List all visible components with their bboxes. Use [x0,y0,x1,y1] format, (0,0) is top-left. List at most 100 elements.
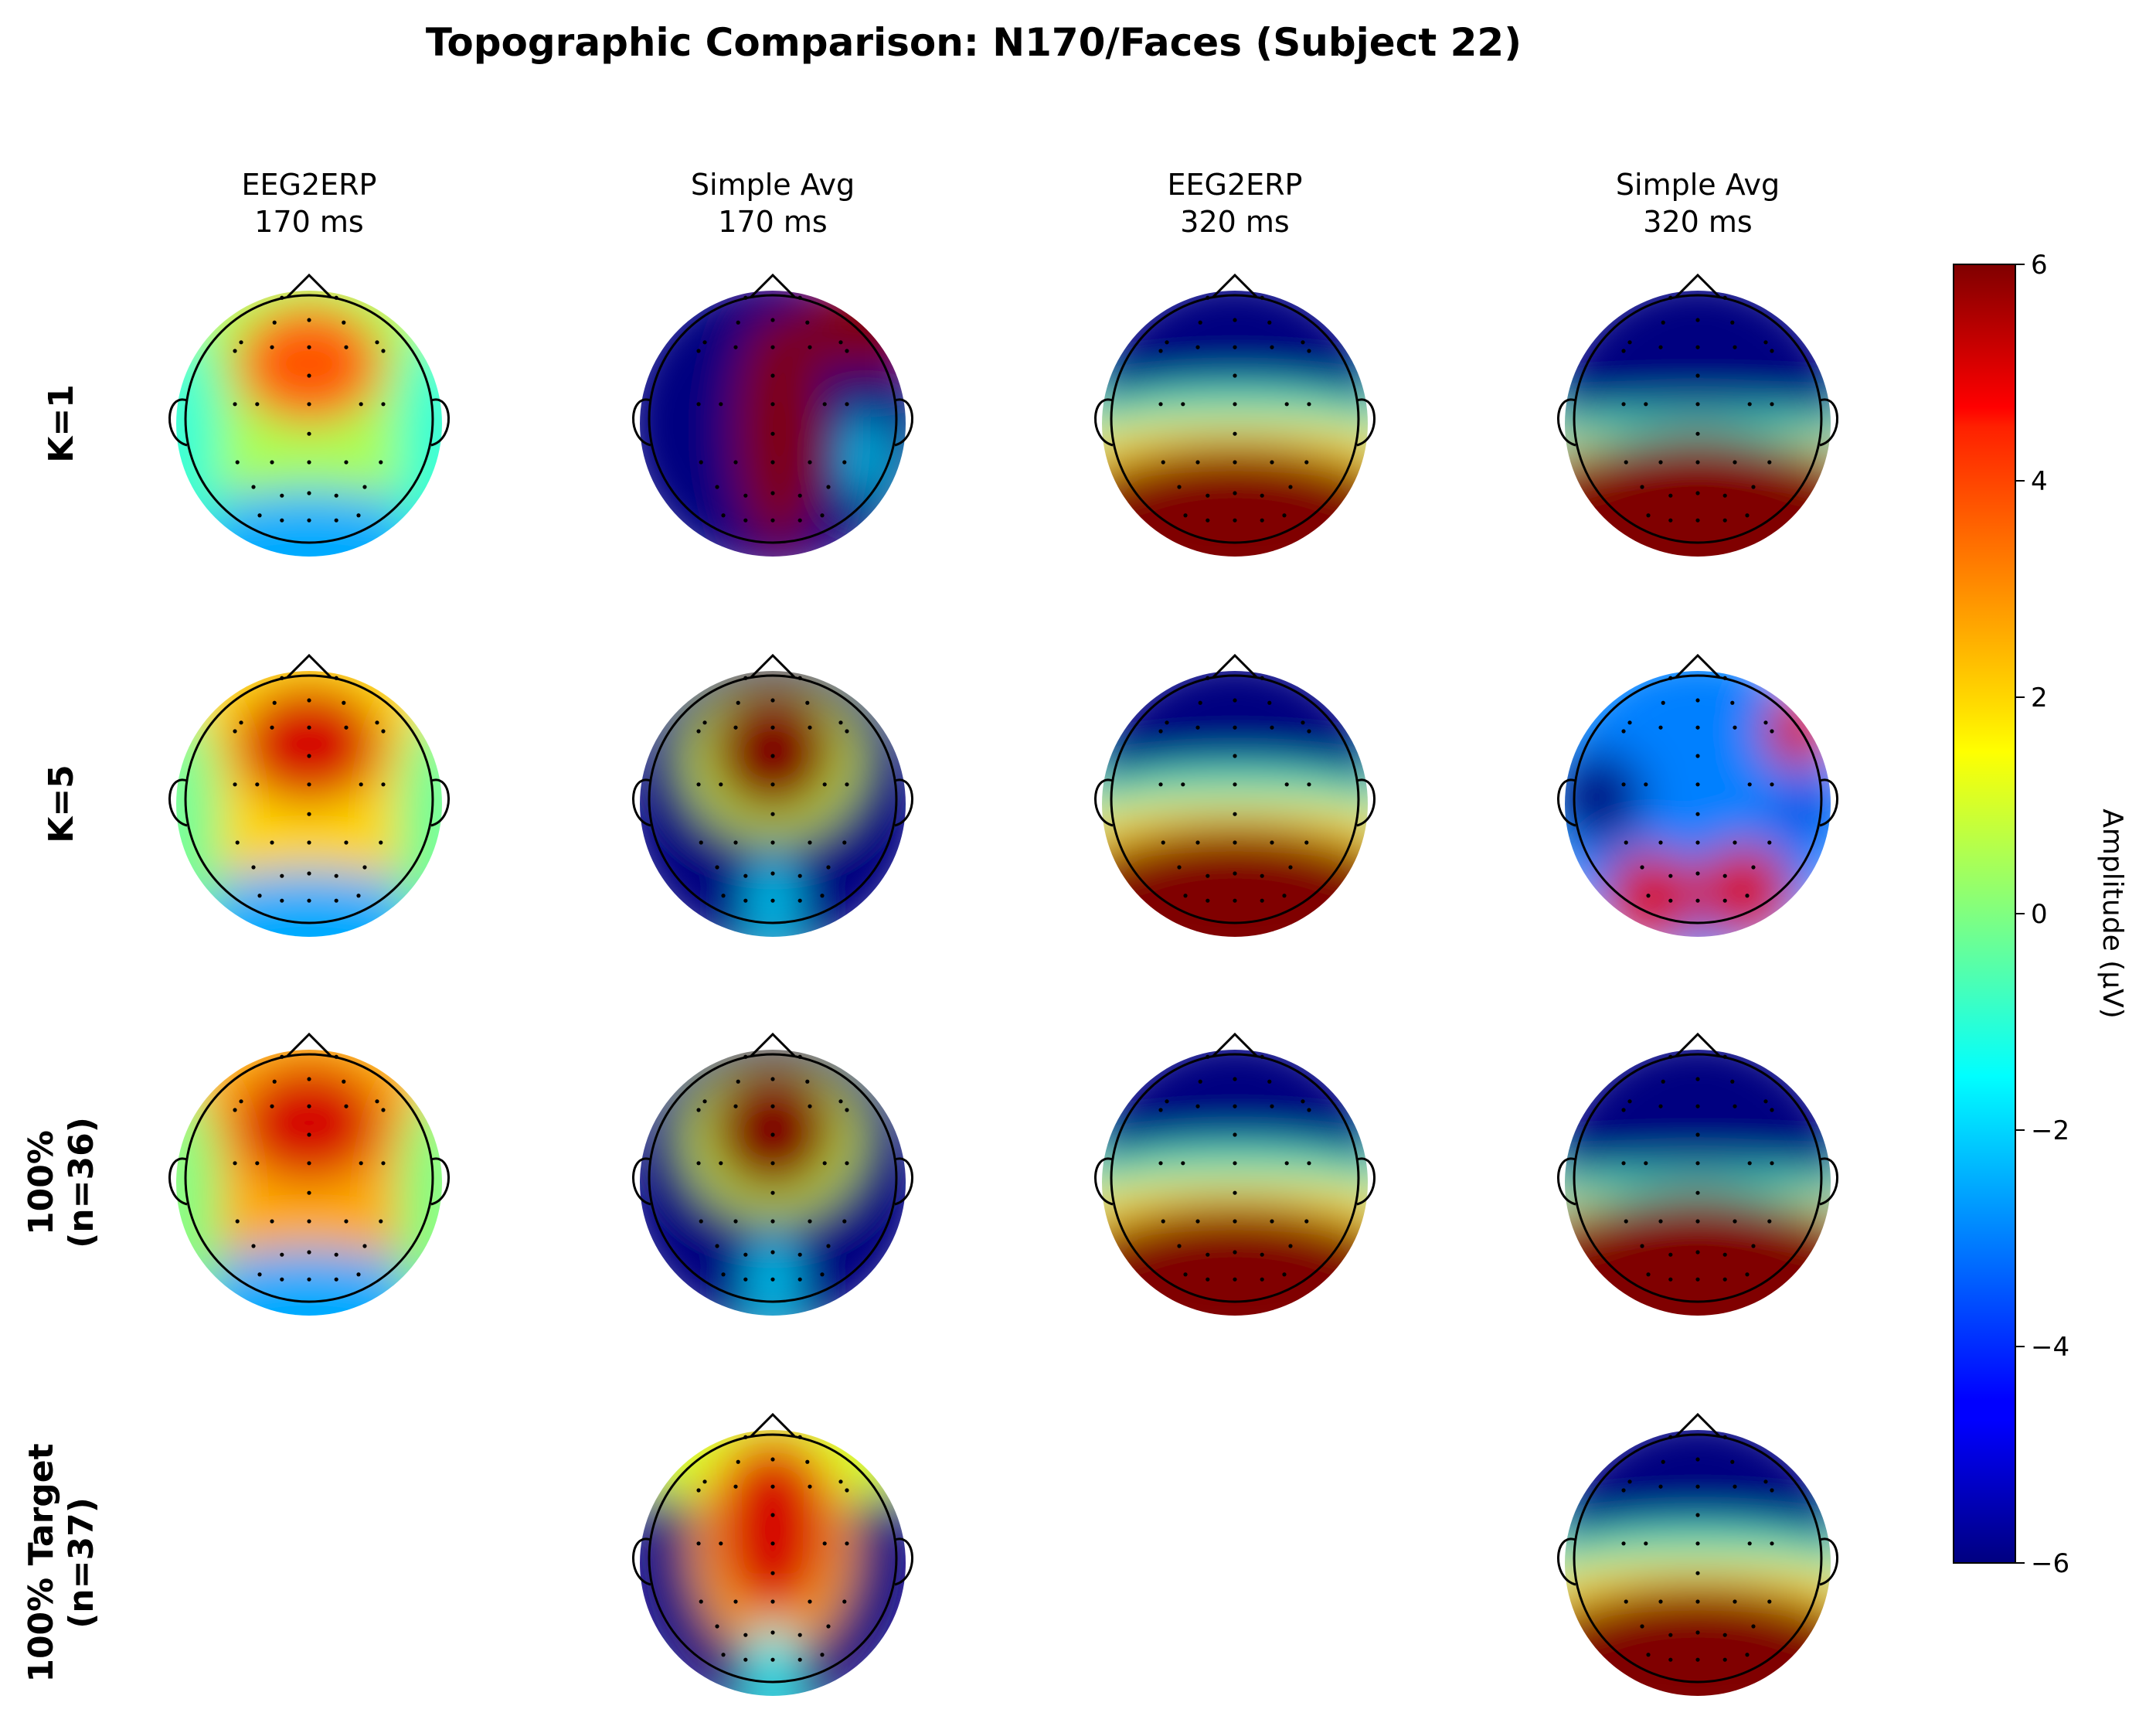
map-field-blob [1565,1173,1831,1206]
electrode-marker [1661,1079,1665,1084]
electrode-marker [743,1657,748,1662]
nose-outline [750,273,796,298]
electrode-marker [1733,1219,1737,1224]
electrode-marker [805,700,810,705]
electrode-marker [1183,894,1188,898]
electrode-marker [1183,1272,1188,1277]
electrode-marker [696,1108,701,1112]
right-ear-outline [1356,1157,1376,1206]
electrode-marker [356,894,361,898]
electrode-marker [1206,518,1210,523]
electrode-marker [1644,1541,1648,1546]
head-outline [1110,1053,1360,1303]
electrode-marker [307,754,311,758]
electrode-marker [845,1541,849,1546]
electrode-marker [1646,894,1651,898]
right-ear-outline [430,1157,450,1206]
electrode-marker [359,1161,363,1166]
electrode-marker [307,871,311,876]
electrode-marker [845,782,849,787]
right-ear-outline [894,1157,913,1206]
electrode-marker [770,1219,775,1224]
electrode-marker [696,729,701,734]
electrode-marker [808,725,812,730]
electrode-marker [1206,493,1210,498]
head-outline [184,1053,434,1303]
electrode-marker [307,898,311,903]
nose-outline [1675,1412,1721,1438]
electrode-marker [1722,295,1727,300]
electrode-marker [1730,320,1735,325]
electrode-marker [1260,873,1264,878]
electrode-marker [1260,1054,1264,1059]
electrode-marker [1233,698,1237,703]
electrode-marker [797,898,802,903]
map-field-blob [1565,414,1831,447]
electrode-marker [1233,373,1237,378]
left-ear-outline [168,398,188,447]
topomap [632,653,913,937]
left-ear-outline [1557,1537,1576,1586]
map-field-blob [1604,850,1699,937]
electrode-marker [1733,1104,1737,1108]
electrode-marker [719,1541,723,1546]
map-field-blob [1102,443,1368,557]
electrode-marker [270,1219,274,1224]
electrode-marker [1304,1219,1309,1224]
row-label: 100% (n=36) [22,1117,101,1248]
topomap-field [1102,291,1368,557]
electrode-marker [334,493,338,498]
electrode-marker [770,518,775,523]
electrode-marker [770,431,775,436]
nose-outline [1212,653,1258,679]
left-ear-outline [632,1537,651,1586]
topomap [1557,1032,1838,1316]
electrode-marker [770,402,775,407]
electrode-marker [770,1657,775,1662]
colorbar-tick-label: 6 [2031,250,2048,281]
nose-outline [286,273,332,298]
electrode-marker [1770,1161,1774,1166]
electrode-marker [1233,518,1237,523]
head-outline [648,1433,898,1684]
electrode-marker [379,840,383,845]
electrode-marker [808,1219,812,1224]
electrode-marker [721,1272,726,1277]
electrode-marker [770,840,775,845]
electrode-marker [1644,402,1648,407]
electrode-marker [1733,840,1737,845]
electrode-marker [1627,1479,1632,1484]
electrode-marker [272,320,277,325]
topomap [1094,273,1376,557]
electrode-marker [1158,349,1163,353]
electrode-marker [1745,1272,1750,1277]
electrode-marker [743,518,748,523]
electrode-marker [715,1624,719,1629]
electrode-marker [797,1054,802,1059]
electrode-marker [1661,700,1665,705]
electrode-marker [1646,1272,1651,1277]
electrode-marker [1158,402,1163,407]
electrode-marker [826,865,831,870]
electrode-marker [1284,782,1289,787]
electrode-marker [743,898,748,903]
electrode-marker [808,1484,812,1489]
head-outline [648,674,898,924]
electrode-marker [1161,1219,1165,1224]
electrode-marker [1668,493,1673,498]
electrode-marker [1661,1459,1665,1464]
electrode-marker [820,894,825,898]
electrode-marker [838,340,843,345]
electrode-marker [1260,676,1264,680]
electrode-marker [334,295,338,300]
electrode-marker [280,493,284,498]
electrode-marker [1767,840,1772,845]
electrode-marker [307,782,311,787]
electrode-marker [1198,1079,1202,1084]
electrode-marker [743,676,748,680]
topomap-field [1565,1430,1831,1696]
topomap [168,653,450,937]
electrode-marker [359,782,363,787]
electrode-marker [797,518,802,523]
electrode-marker [1747,782,1752,787]
